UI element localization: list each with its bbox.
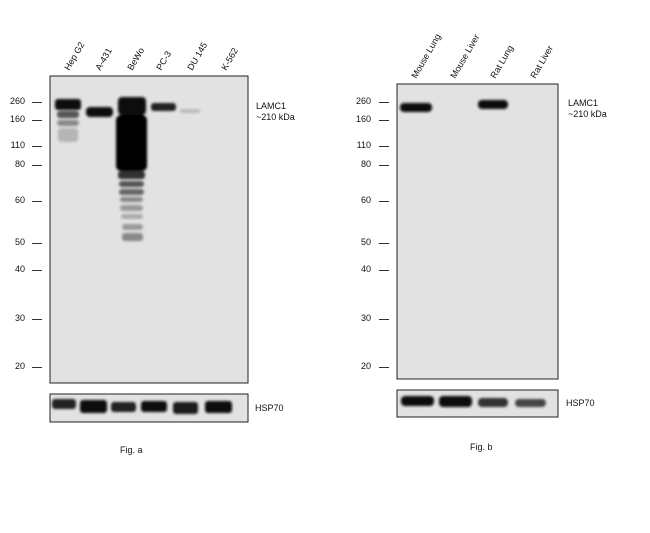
figure-caption-a: Fig. a <box>120 445 143 455</box>
band-hep-g2 <box>55 99 81 110</box>
mw-tick <box>379 146 389 147</box>
hsp70-band <box>401 396 434 406</box>
target-label-b: LAMC1 ~210 kDa <box>568 98 607 120</box>
target-size: ~210 kDa <box>568 109 607 119</box>
mw-marker-40: 40 <box>360 264 371 274</box>
mw-marker-30: 30 <box>14 313 25 323</box>
mw-marker-20: 20 <box>14 361 25 371</box>
mw-tick <box>379 270 389 271</box>
target-size: ~210 kDa <box>256 112 295 122</box>
control-label-b: HSP70 <box>566 398 595 408</box>
mw-marker-160: 160 <box>355 114 371 124</box>
hsp70-band <box>478 398 508 407</box>
band-rat-lung <box>478 100 508 109</box>
band-bewo <box>118 97 146 115</box>
mw-marker-260: 260 <box>355 96 371 106</box>
mw-marker-60: 60 <box>14 195 25 205</box>
target-label-a: LAMC1 ~210 kDa <box>256 101 295 123</box>
mw-tick <box>379 102 389 103</box>
hsp70-band <box>141 401 167 412</box>
mw-marker-80: 80 <box>360 159 371 169</box>
mw-tick <box>32 201 42 202</box>
target-name: LAMC1 <box>256 101 287 111</box>
hsp70-band <box>439 396 472 407</box>
mw-marker-30: 30 <box>360 313 371 323</box>
mw-marker-60: 60 <box>360 195 371 205</box>
mw-tick <box>32 165 42 166</box>
blot-a-membrane <box>49 75 249 384</box>
hsp70-band <box>515 399 546 407</box>
mw-tick <box>379 367 389 368</box>
mw-marker-20: 20 <box>360 361 371 371</box>
mw-tick <box>32 102 42 103</box>
hsp70-band <box>173 402 198 414</box>
mw-tick <box>32 367 42 368</box>
control-label-a: HSP70 <box>255 403 284 413</box>
mw-marker-160: 160 <box>9 114 25 124</box>
mw-marker-50: 50 <box>14 237 25 247</box>
mw-tick <box>32 319 42 320</box>
band-du-145 <box>180 109 200 113</box>
band-mouse-lung <box>400 103 432 112</box>
mw-marker-80: 80 <box>14 159 25 169</box>
mw-tick <box>32 120 42 121</box>
figure-caption-b: Fig. b <box>470 442 493 452</box>
mw-tick <box>379 243 389 244</box>
hsp70-band <box>205 401 232 413</box>
mw-tick <box>379 120 389 121</box>
mw-tick <box>379 319 389 320</box>
mw-tick <box>32 270 42 271</box>
mw-tick <box>32 243 42 244</box>
band-pc-3 <box>151 103 176 111</box>
blot-b-membrane <box>396 83 559 380</box>
hsp70-band <box>80 400 107 413</box>
mw-tick <box>379 201 389 202</box>
target-name: LAMC1 <box>568 98 599 108</box>
mw-marker-40: 40 <box>14 264 25 274</box>
band-a-431 <box>86 107 113 117</box>
mw-tick <box>379 165 389 166</box>
hsp70-band <box>52 399 76 409</box>
mw-marker-260: 260 <box>9 96 25 106</box>
hsp70-band <box>111 402 136 412</box>
mw-tick <box>32 146 42 147</box>
mw-marker-110: 110 <box>356 140 371 150</box>
mw-marker-110: 110 <box>10 140 25 150</box>
mw-marker-50: 50 <box>360 237 371 247</box>
